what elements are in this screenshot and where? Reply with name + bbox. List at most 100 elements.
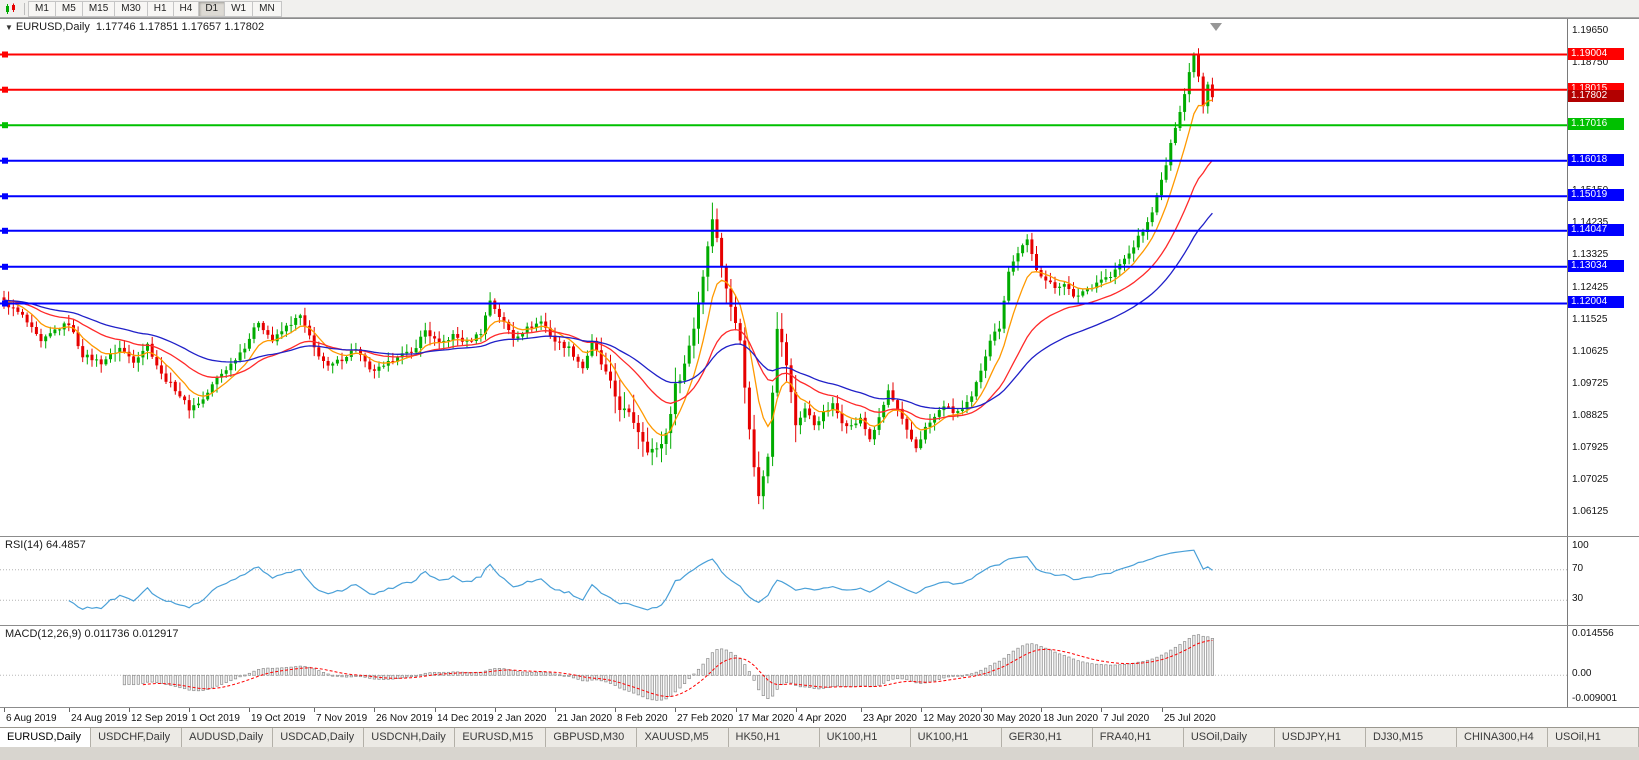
tab-gbpusd-m30[interactable]: GBPUSD,M30: [546, 728, 638, 747]
tab-usoil-h1[interactable]: USOil,H1: [1548, 728, 1639, 747]
timeframe-button-m30[interactable]: M30: [114, 0, 148, 17]
time-label: 7 Nov 2019: [316, 713, 368, 724]
price-axis[interactable]: 1.196501.187501.178501.169501.160501.151…: [1567, 19, 1639, 536]
tab-uk100-h1[interactable]: UK100,H1: [910, 728, 1002, 747]
price-axis-tick: 1.11525: [1572, 314, 1608, 325]
price-axis-tick: 1.10625: [1572, 346, 1609, 357]
rsi-indicator-pane[interactable]: 100 70 30 RSI(14) 64.4857: [0, 536, 1639, 625]
time-tick: [796, 708, 797, 712]
time-tick: [1162, 708, 1163, 712]
price-chart-pane[interactable]: 1.196501.187501.178501.169501.160501.151…: [0, 18, 1639, 536]
candlestick-chart[interactable]: [0, 20, 1567, 536]
rsi-plot[interactable]: [0, 538, 1567, 625]
tab-china300-h4[interactable]: CHINA300,H4: [1457, 728, 1549, 747]
time-label: 1 Oct 2019: [191, 713, 240, 724]
timeframe-button-h4[interactable]: H4: [172, 0, 200, 17]
toolbar-separator: [24, 2, 25, 15]
tab-ger30-h1[interactable]: GER30,H1: [1001, 728, 1093, 747]
time-tick: [69, 708, 70, 712]
rsi-axis: 100 70 30: [1567, 537, 1639, 625]
time-label: 30 May 2020: [983, 713, 1041, 724]
time-label: 2 Jan 2020: [497, 713, 547, 724]
time-label: 12 Sep 2019: [131, 713, 188, 724]
time-tick: [736, 708, 737, 712]
tab-audusd-daily[interactable]: AUDUSD,Daily: [182, 728, 274, 747]
time-tick: [129, 708, 130, 712]
chart-dropdown-icon[interactable]: ▼: [5, 23, 13, 32]
price-axis-tick: 1.07025: [1572, 474, 1609, 485]
time-tick: [435, 708, 436, 712]
chart-ohlc-values: 1.17746 1.17851 1.17657 1.17802: [95, 21, 265, 33]
macd-axis: 0.014556 0.00 -0.009001: [1567, 626, 1639, 707]
chart-tab-bar: EURUSD,Daily USDCHF,Daily AUDUSD,Daily USDC…: [0, 727, 1639, 747]
tab-eurusd-daily[interactable]: EURUSD,Daily: [0, 728, 92, 747]
time-tick: [921, 708, 922, 712]
price-axis-tick: 1.08825: [1572, 410, 1609, 421]
timeframe-buttons: M1 M5 M15 M30 H1 H4 D1 W1 MN: [28, 0, 282, 17]
tab-usdjpy-h1[interactable]: USDJPY,H1: [1274, 728, 1366, 747]
price-line-label: 1.12004: [1568, 296, 1624, 308]
chart-symbol: EURUSD,Daily: [15, 21, 90, 33]
time-label: 14 Dec 2019: [437, 713, 494, 724]
tab-usdcad-daily[interactable]: USDCAD,Daily: [273, 728, 365, 747]
time-label: 23 Apr 2020: [863, 713, 917, 724]
rsi-title: RSI(14) 64.4857: [5, 539, 86, 551]
timeframe-button-d1[interactable]: D1: [198, 0, 226, 17]
time-tick: [374, 708, 375, 712]
time-label: 12 May 2020: [923, 713, 981, 724]
macd-indicator-pane[interactable]: 0.014556 0.00 -0.009001 MACD(12,26,9) 0.01…: [0, 625, 1639, 707]
chart-icon[interactable]: [3, 2, 19, 16]
time-label: 4 Apr 2020: [798, 713, 847, 724]
time-tick: [1041, 708, 1042, 712]
timeframe-button-w1[interactable]: W1: [224, 0, 254, 17]
time-label: 21 Jan 2020: [557, 713, 613, 724]
chart-title: ▼ EURUSD,Daily 1.17746 1.17851 1.17657 1.1…: [5, 21, 264, 33]
macd-axis-top: 0.014556: [1572, 628, 1614, 639]
timeframe-button-m1[interactable]: M1: [28, 0, 56, 17]
price-line-label: 1.17016: [1568, 118, 1624, 130]
tab-usoil-daily[interactable]: USOil,Daily: [1183, 728, 1275, 747]
timeframe-button-m5[interactable]: M5: [54, 0, 83, 17]
time-label: 6 Aug 2019: [6, 713, 57, 724]
price-line-label: 1.19004: [1568, 48, 1624, 60]
time-tick: [495, 708, 496, 712]
time-tick: [861, 708, 862, 712]
time-tick: [314, 708, 315, 712]
timeframe-button-mn[interactable]: MN: [252, 0, 282, 17]
price-axis-tick: 1.14235: [1572, 217, 1609, 228]
price-line-label: 1.16018: [1568, 154, 1624, 166]
timeframe-button-m15[interactable]: M15: [81, 0, 116, 17]
time-label: 26 Nov 2019: [376, 713, 433, 724]
price-axis-tick: 1.18750: [1572, 57, 1609, 68]
macd-plot[interactable]: [0, 627, 1567, 707]
time-label: 19 Oct 2019: [251, 713, 306, 724]
tab-eurusd-m15[interactable]: EURUSD,M15: [455, 728, 547, 747]
tab-fra40-h1[interactable]: FRA40,H1: [1092, 728, 1184, 747]
tab-hk50-h1[interactable]: HK50,H1: [728, 728, 820, 747]
tab-xauusd-m5[interactable]: XAUUSD,M5: [637, 728, 729, 747]
price-axis-tick: 1.19650: [1572, 25, 1609, 36]
time-tick: [189, 708, 190, 712]
time-label: 8 Feb 2020: [617, 713, 668, 724]
tab-dj30-m15[interactable]: DJ30,M15: [1365, 728, 1457, 747]
time-label: 25 Jul 2020: [1164, 713, 1216, 724]
price-axis-tick: 1.06125: [1572, 506, 1609, 517]
time-axis[interactable]: 6 Aug 2019 24 Aug 2019 12 Sep 2019 1 Oct 20…: [0, 707, 1639, 727]
timeframe-button-h1[interactable]: H1: [146, 0, 174, 17]
time-tick: [1101, 708, 1102, 712]
tab-uk100-h1[interactable]: UK100,H1: [819, 728, 911, 747]
time-tick: [981, 708, 982, 712]
time-label: 7 Jul 2020: [1103, 713, 1150, 724]
time-label: 17 Mar 2020: [738, 713, 795, 724]
time-tick: [555, 708, 556, 712]
tab-usdcnh-daily[interactable]: USDCNH,Daily: [364, 728, 456, 747]
time-tick: [249, 708, 250, 712]
price-line-label: 1.13034: [1568, 260, 1624, 272]
status-bar: [0, 747, 1639, 760]
timeframe-toolbar: M1 M5 M15 M30 H1 H4 D1 W1 MN: [0, 0, 1639, 18]
tab-usdchf-daily[interactable]: USDCHF,Daily: [91, 728, 183, 747]
price-axis-tick: 1.12425: [1572, 282, 1609, 293]
macd-title: MACD(12,26,9) 0.011736 0.012917: [5, 628, 179, 640]
time-label: 27 Feb 2020: [677, 713, 734, 724]
rsi-axis-tick: 100: [1572, 540, 1589, 551]
